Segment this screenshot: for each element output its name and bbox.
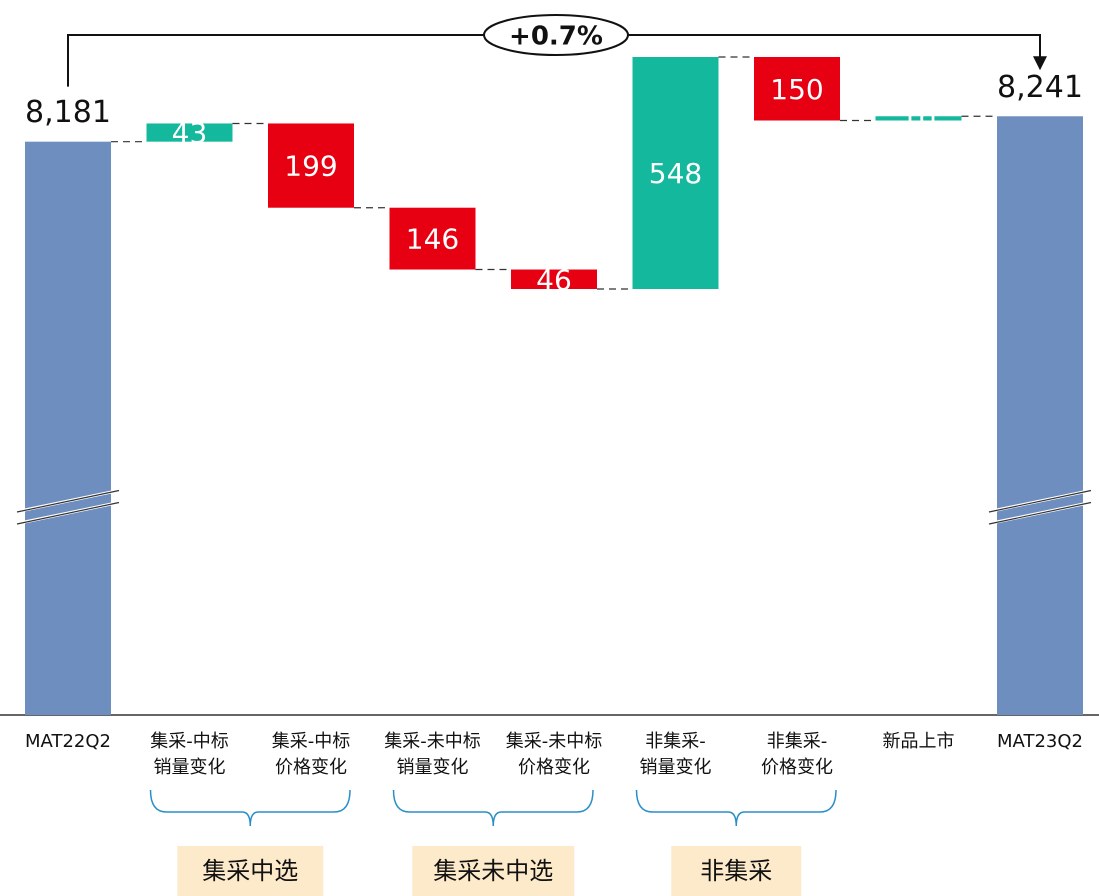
- bar: [754, 57, 840, 121]
- value-label: 46: [536, 263, 572, 296]
- group-brace: [392, 789, 594, 827]
- group-brace: [635, 789, 837, 827]
- group-label: 集采中选: [202, 857, 298, 885]
- x-tick-label: 非集采-: [767, 731, 828, 752]
- annotation: +0.7%: [509, 22, 603, 52]
- x-tick-label: 销量变化: [154, 757, 226, 778]
- value-label: 10: [901, 102, 937, 135]
- group-box: [412, 846, 575, 896]
- x-tick-label: MAT22Q2: [25, 731, 111, 752]
- x-tick-label: 集采-未中标: [506, 731, 603, 752]
- value-label: 8,241: [997, 70, 1083, 105]
- x-tick-label: 非集采-: [645, 731, 706, 752]
- bar: [389, 207, 476, 270]
- x-tick-label: 集采-未中标: [384, 731, 481, 752]
- x-tick-label: 新品上市: [883, 731, 955, 752]
- group-label: 集采未中选: [433, 857, 553, 885]
- x-tick-label: 销量变化: [640, 757, 712, 778]
- group-label: 非集采: [700, 857, 772, 885]
- group-box: [671, 846, 802, 896]
- x-tick-label: 集采-中标: [150, 731, 229, 752]
- bar: [268, 123, 354, 208]
- axis-break: [988, 501, 1092, 525]
- bar: [146, 123, 233, 142]
- group-box: [177, 846, 324, 896]
- bar: [875, 116, 962, 121]
- x-tick-label: MAT23Q2: [997, 731, 1083, 752]
- x-tick-label: 销量变化: [397, 757, 469, 778]
- bar: [25, 141, 111, 716]
- value-label: 548: [649, 157, 702, 190]
- axis-break: [16, 501, 120, 525]
- bar: [632, 57, 719, 289]
- group-brace: [149, 789, 351, 827]
- annotation-bubble: [483, 14, 629, 56]
- axis-break: [988, 489, 1092, 513]
- arrow-head: [1033, 56, 1047, 71]
- bar: [997, 116, 1083, 715]
- value-label: 146: [406, 223, 459, 256]
- x-tick-label: 集采-中标: [272, 731, 351, 752]
- x-tick-label: 价格变化: [518, 757, 590, 778]
- value-label: 150: [770, 73, 823, 106]
- value-label: 43: [172, 117, 208, 150]
- x-tick-label: 价格变化: [761, 757, 833, 778]
- bar: [511, 269, 597, 289]
- axis-break: [16, 489, 120, 513]
- value-label: 8,181: [25, 95, 111, 130]
- value-label: 199: [284, 150, 337, 183]
- x-tick-label: 价格变化: [275, 757, 347, 778]
